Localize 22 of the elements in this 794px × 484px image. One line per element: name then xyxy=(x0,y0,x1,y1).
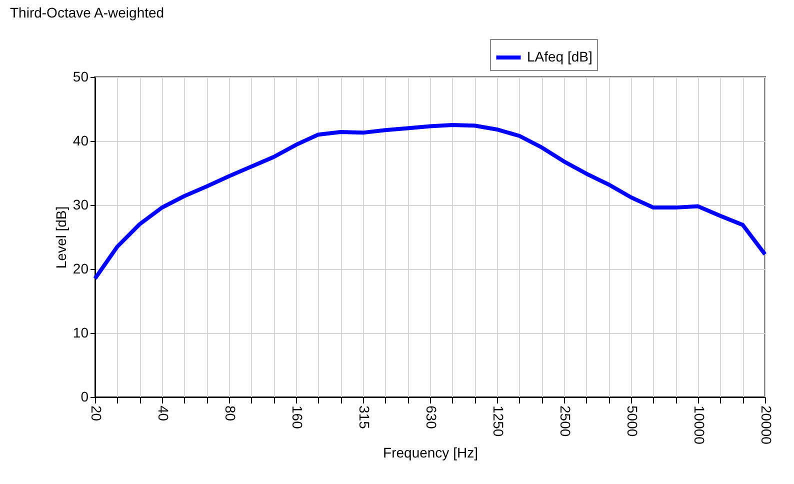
y-tick-label: 50 xyxy=(72,68,89,84)
legend-label: LAfeq [dB] xyxy=(527,48,592,64)
y-tick-label: 20 xyxy=(72,260,89,276)
x-tick-label: 5000 xyxy=(624,406,640,437)
chart-title: Third-Octave A-weighted xyxy=(10,4,164,20)
x-tick-label: 80 xyxy=(222,406,238,422)
x-tick-label: 20 xyxy=(88,406,104,422)
x-tick-label: 160 xyxy=(290,406,306,430)
y-axis-title: Level [dB] xyxy=(52,206,69,269)
y-tick-label: 0 xyxy=(80,388,89,404)
line-series xyxy=(93,123,767,281)
x-tick-label: 40 xyxy=(156,406,172,422)
y-tick-label: 30 xyxy=(72,196,89,212)
x-tick-label: 315 xyxy=(356,406,372,430)
y-tick-label: 40 xyxy=(72,132,89,148)
x-tick-label: 1250 xyxy=(490,406,506,437)
x-tick-label: 630 xyxy=(424,406,440,430)
x-tick-label: 10000 xyxy=(692,406,708,445)
y-tick-label: 10 xyxy=(72,324,89,340)
x-tick-label: 20000 xyxy=(758,406,774,445)
x-tick-label: 2500 xyxy=(558,406,574,437)
x-axis-title: Frequency [Hz] xyxy=(383,444,478,460)
